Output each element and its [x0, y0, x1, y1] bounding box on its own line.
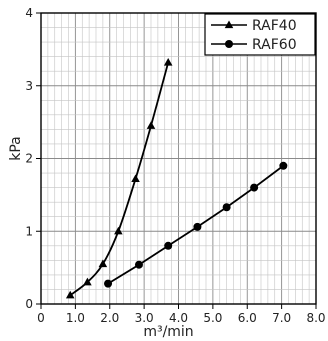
data-point-raf40: [65, 290, 75, 299]
tick-marks: [36, 12, 317, 309]
legend-label-raf60: RAF60: [252, 37, 297, 53]
tick-labels: 0 1.0 2.0 3.0 4.0 5.0 6.0 7.0 8.0 0 1 2 3 4: [25, 6, 325, 325]
data-point-raf60: [104, 279, 113, 288]
y-tick-label: 3: [25, 79, 33, 93]
data-point-raf40: [131, 174, 140, 183]
data-point-raf60: [193, 222, 202, 231]
legend-box: [204, 13, 316, 56]
x-tick-label: 5.0: [203, 311, 222, 325]
legend-marker-raf40: [224, 20, 234, 29]
legend: RAF40 RAF60: [204, 13, 316, 56]
data-point-raf60: [222, 203, 231, 212]
y-tick-label: 0: [25, 297, 33, 311]
legend-label-raf40: RAF40: [252, 18, 297, 34]
legend-marker-raf60: [225, 40, 233, 48]
data-point-raf60: [134, 260, 143, 269]
data-point-raf40: [98, 259, 108, 268]
x-tick-label: 7.0: [272, 311, 291, 325]
y-tick-label: 1: [25, 224, 33, 238]
data-point-raf60: [164, 241, 173, 250]
x-tick-label: 1.0: [66, 311, 85, 325]
data-point-raf40: [83, 277, 92, 286]
legend-entry-raf40: RAF40: [211, 18, 297, 34]
x-tick-label: 3.0: [135, 311, 154, 325]
series-group: [65, 57, 288, 299]
x-tick-label: 2.0: [100, 311, 119, 325]
x-tick-label: 0: [37, 311, 45, 325]
y-tick-label: 4: [25, 6, 33, 20]
x-tick-label: 4.0: [169, 311, 188, 325]
data-point-raf40: [146, 121, 156, 129]
legend-entry-raf60: RAF60: [211, 37, 297, 53]
x-axis-label: m³/min: [143, 324, 193, 340]
data-point-raf60: [250, 183, 259, 192]
y-axis-label: kPa: [8, 136, 24, 161]
grid: [41, 13, 316, 304]
data-point-raf40: [163, 57, 173, 66]
y-tick-label: 2: [25, 152, 33, 166]
x-tick-label: 8.0: [306, 311, 325, 325]
x-tick-label: 6.0: [238, 311, 257, 325]
data-point-raf40: [114, 226, 123, 235]
data-point-raf60: [279, 161, 288, 170]
